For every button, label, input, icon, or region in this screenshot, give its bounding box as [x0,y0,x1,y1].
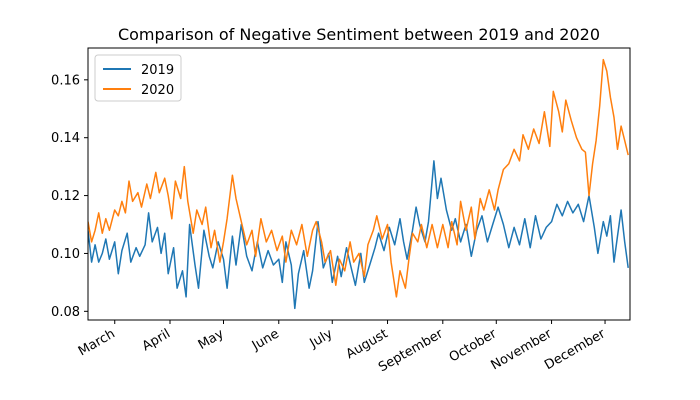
y-tick-label: 0.08 [51,305,80,320]
y-tick-label: 0.16 [51,73,80,88]
legend-label-2020: 2020 [141,83,174,98]
series-line-2019 [88,160,629,310]
y-tick-label: 0.12 [51,189,80,204]
x-tick-label: March [76,326,118,359]
y-tick-label: 0.14 [51,131,80,146]
x-tick-label: April [140,326,173,354]
series-line-2020 [88,58,629,298]
x-tick-label: June [249,326,282,354]
y-tick-label: 0.10 [51,247,80,262]
series-layer [88,58,629,310]
axes-layer: 0.08 0.10 0.12 0.14 0.16 March April May June Jul… [51,73,609,375]
legend: 2019 2020 [94,54,182,102]
legend-label-2019: 2019 [141,63,174,78]
x-tick-label: May [196,326,227,353]
plot-frame [87,47,631,321]
x-tick-label: August [344,326,391,362]
x-tick-label: December [542,326,608,373]
x-tick-label: July [307,326,336,351]
chart-title: Comparison of Negative Sentiment between… [118,25,600,44]
